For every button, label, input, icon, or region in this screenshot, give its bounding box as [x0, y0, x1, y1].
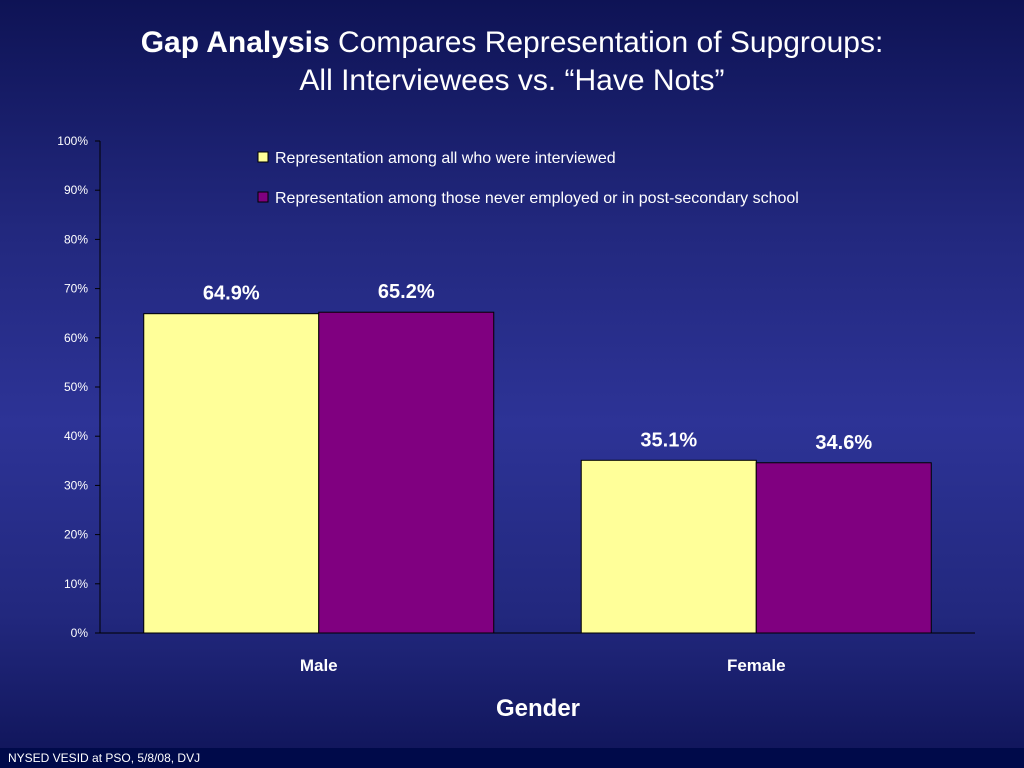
- x-category-label: Female: [727, 656, 786, 675]
- legend-swatch: [257, 191, 269, 203]
- y-tick-label: 30%: [64, 478, 88, 492]
- y-tick-label: 20%: [64, 528, 88, 542]
- bar: [755, 462, 932, 634]
- y-tick-label: 90%: [64, 183, 88, 197]
- legend-swatch: [257, 151, 269, 163]
- bar-data-label: 35.1%: [640, 429, 697, 451]
- title-rest: Compares Representation of Supgroups:: [329, 26, 884, 59]
- title-bold: Gap Analysis: [140, 26, 330, 59]
- y-tick-label: 50%: [64, 380, 88, 394]
- bar-data-label: 34.6%: [815, 432, 872, 454]
- y-tick-label: 80%: [64, 232, 88, 246]
- title-line-1: Gap Analysis Compares Representation of …: [0, 24, 1024, 62]
- legend-label: Representation among all who were interv…: [275, 150, 616, 167]
- y-tick-label: 0%: [71, 626, 89, 640]
- bar: [580, 459, 757, 634]
- y-tick-label: 100%: [57, 134, 88, 148]
- y-tick-label: 70%: [64, 282, 88, 296]
- bar-data-label: 64.9%: [203, 283, 260, 305]
- x-axis-title: Gender: [496, 695, 580, 722]
- legend-label: Representation among those never employe…: [275, 190, 799, 207]
- y-tick-label: 60%: [64, 331, 88, 345]
- slide-title: Gap Analysis Compares Representation of …: [0, 24, 1024, 100]
- bar: [143, 313, 320, 634]
- bar: [318, 311, 495, 634]
- title-line-2: All Interviewees vs. “Have Nots”: [299, 64, 725, 97]
- footer-credit: NYSED VESID at PSO, 5/8/08, DVJ: [0, 748, 1024, 768]
- bar-data-label: 65.2%: [378, 281, 435, 303]
- y-tick-label: 40%: [64, 429, 88, 443]
- y-tick-label: 10%: [64, 577, 88, 591]
- x-category-label: Male: [300, 656, 338, 675]
